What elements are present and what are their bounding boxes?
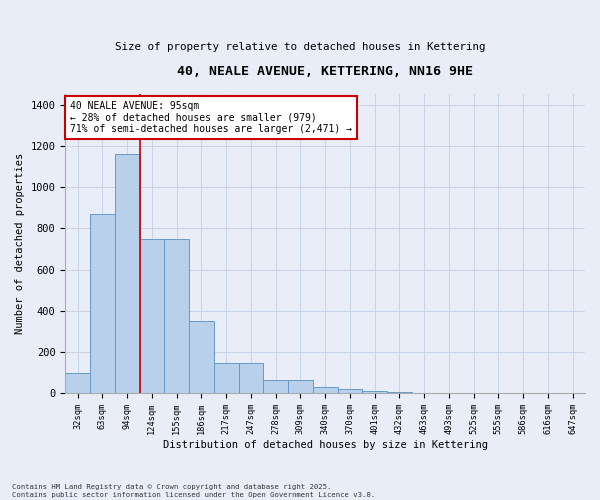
Bar [288, 380, 313, 393]
Bar [313, 387, 338, 393]
Text: Size of property relative to detached houses in Kettering: Size of property relative to detached ho… [115, 42, 485, 52]
Bar [115, 154, 140, 393]
Bar [362, 391, 387, 393]
Bar [140, 238, 164, 393]
Text: 40 NEALE AVENUE: 95sqm
← 28% of detached houses are smaller (979)
71% of semi-de: 40 NEALE AVENUE: 95sqm ← 28% of detached… [70, 100, 352, 134]
Bar [338, 389, 362, 393]
Bar [239, 364, 263, 393]
Bar [263, 380, 288, 393]
Bar [90, 214, 115, 393]
Y-axis label: Number of detached properties: Number of detached properties [15, 153, 25, 334]
Bar [387, 392, 412, 393]
Bar [189, 321, 214, 393]
X-axis label: Distribution of detached houses by size in Kettering: Distribution of detached houses by size … [163, 440, 488, 450]
Bar [65, 372, 90, 393]
Title: 40, NEALE AVENUE, KETTERING, NN16 9HE: 40, NEALE AVENUE, KETTERING, NN16 9HE [177, 65, 473, 78]
Bar [214, 364, 239, 393]
Text: Contains HM Land Registry data © Crown copyright and database right 2025.
Contai: Contains HM Land Registry data © Crown c… [12, 484, 375, 498]
Bar [164, 238, 189, 393]
